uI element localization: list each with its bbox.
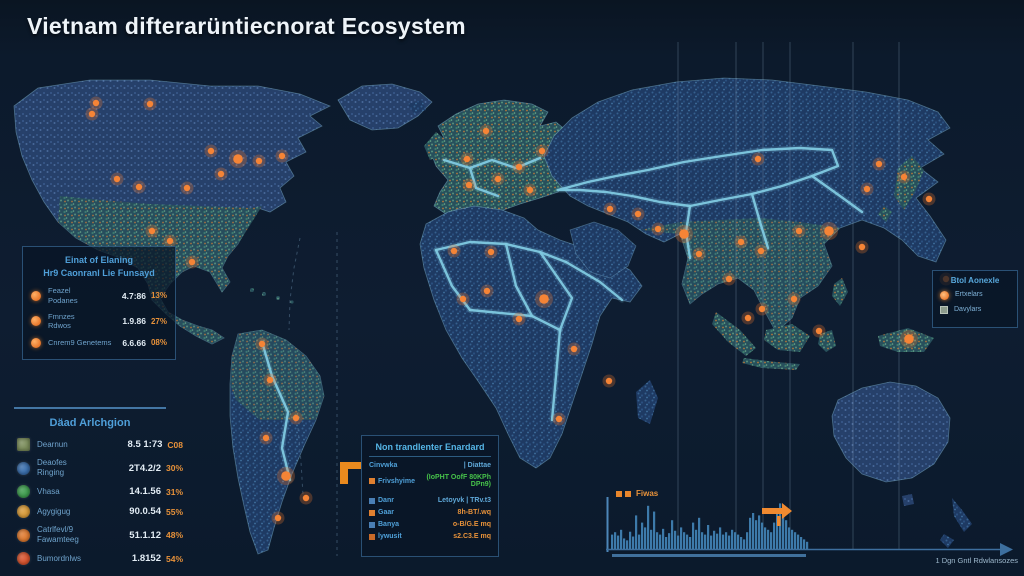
chart-underline bbox=[612, 554, 806, 557]
standard-panel-title: Non trandlenter Enardard bbox=[369, 442, 491, 457]
chip-icon bbox=[17, 438, 30, 451]
badge-icon bbox=[17, 505, 30, 518]
south-asia-overlay bbox=[640, 218, 840, 332]
corner-arrow-icon bbox=[340, 462, 361, 484]
network-route-lines bbox=[259, 145, 865, 483]
iceland bbox=[408, 100, 426, 114]
amazon-overlay bbox=[230, 330, 324, 420]
adoption-row: Bumordnlws 1.8152 54% bbox=[17, 552, 183, 565]
map-legend-panel: Btol Aonexle Ertxelars Davylars bbox=[932, 270, 1018, 328]
adoption-row: Agygigug 90.0.54 55% bbox=[17, 505, 183, 518]
square-icon bbox=[369, 533, 375, 540]
device-icon bbox=[940, 306, 948, 315]
java bbox=[742, 358, 800, 370]
orange-square-icon bbox=[369, 478, 375, 484]
arabia bbox=[569, 221, 637, 279]
orange-dot-icon bbox=[31, 316, 41, 327]
standard-row: Frivshyime (IoPHT OofF 80KPh DPn9) bbox=[369, 474, 491, 488]
standard-panel: Non trandlenter Enardard Cinvwka | Diatt… bbox=[361, 435, 499, 557]
adoption-title: Däad Arlchgion bbox=[49, 417, 131, 429]
japan bbox=[894, 156, 924, 210]
burst-icon bbox=[940, 291, 949, 300]
tasmania bbox=[902, 494, 914, 506]
caribbean-island bbox=[262, 292, 266, 296]
badge-icon bbox=[17, 552, 30, 565]
caribbean-island bbox=[276, 296, 280, 300]
square-icon bbox=[369, 521, 375, 528]
chart-legend: Fiwas bbox=[616, 489, 658, 498]
standard-row: Danr Letoyvk | TRv.t3 bbox=[369, 497, 491, 504]
timeline-chart-axes bbox=[606, 497, 1013, 557]
chart-marker bbox=[762, 503, 792, 526]
vertical-gridlines bbox=[677, 42, 900, 549]
caribbean-island bbox=[290, 300, 294, 304]
timeline-bars bbox=[611, 503, 809, 549]
new-zealand bbox=[940, 498, 972, 548]
legend-swatch-icon bbox=[616, 490, 622, 497]
axis-arrowhead bbox=[1000, 543, 1013, 556]
borneo bbox=[764, 324, 810, 352]
korea bbox=[878, 206, 892, 222]
badge-icon bbox=[17, 461, 30, 475]
badge-icon bbox=[17, 528, 30, 542]
chart-axis-caption: 1 Dgn Gntl Rdwlansozes bbox=[935, 556, 1018, 565]
stats-row: Fmnzes Rdwos 1.9.86 27% bbox=[31, 312, 167, 331]
stats-panel-title: Einat of Elaning Hr9 Caonranl Lie Funsay… bbox=[43, 255, 155, 278]
legend-swatch-icon bbox=[625, 490, 631, 497]
adoption-row: Dearnun 8.5 1:73 C08 bbox=[17, 438, 183, 451]
orange-dot-icon bbox=[31, 290, 41, 301]
standard-row: Banya o-B/G.E mq bbox=[369, 521, 491, 528]
square-icon bbox=[369, 497, 375, 504]
sumatra bbox=[712, 312, 756, 356]
philippines bbox=[832, 278, 848, 306]
square-icon bbox=[369, 509, 375, 516]
sulawesi bbox=[818, 330, 836, 352]
stats-row: Cnrem9 Genetems 6.6.66 08% bbox=[31, 337, 167, 348]
section-divider bbox=[14, 407, 166, 409]
dashed-decoration-lines bbox=[288, 232, 338, 556]
legend-item: Ertxelars bbox=[940, 291, 1010, 300]
adoption-row: Catrlfevl/9 Fawamteeg 51.1.12 48% bbox=[17, 525, 183, 545]
standard-row: Gaar 8h-BT/.wq bbox=[369, 509, 491, 516]
africa bbox=[419, 205, 643, 469]
marker-arrow-icon bbox=[762, 503, 792, 519]
badge-icon bbox=[17, 485, 30, 498]
adoption-row: Vhasa 14.1.56 31% bbox=[17, 485, 183, 498]
adoption-panel: Dearnun 8.5 1:73 C08 Deaofes Ringing 2T4.… bbox=[17, 438, 183, 565]
madagascar bbox=[636, 380, 658, 424]
standard-row: Cinvwka | Diattae bbox=[369, 462, 491, 469]
adoption-row: Deaofes Ringing 2T4.2/2 30% bbox=[17, 458, 183, 478]
australia bbox=[831, 381, 951, 483]
stats-row: Feazel Podanes 4.7:86 13% bbox=[31, 286, 167, 305]
orange-dot-icon bbox=[31, 337, 41, 348]
hotspot-nodes bbox=[85, 96, 953, 525]
legend-item: Davylars bbox=[940, 306, 1010, 315]
stats-panel: Einat of Elaning Hr9 Caonranl Lie Funsay… bbox=[22, 246, 176, 360]
standard-row: lywusit s2.C3.E mq bbox=[369, 533, 491, 540]
caribbean-island bbox=[250, 288, 254, 292]
uk bbox=[424, 132, 446, 160]
page-title: Vietnam difterarüntiecnorat Ecosystem bbox=[27, 13, 466, 39]
legend-title: Btol Aonexle bbox=[950, 276, 1000, 285]
